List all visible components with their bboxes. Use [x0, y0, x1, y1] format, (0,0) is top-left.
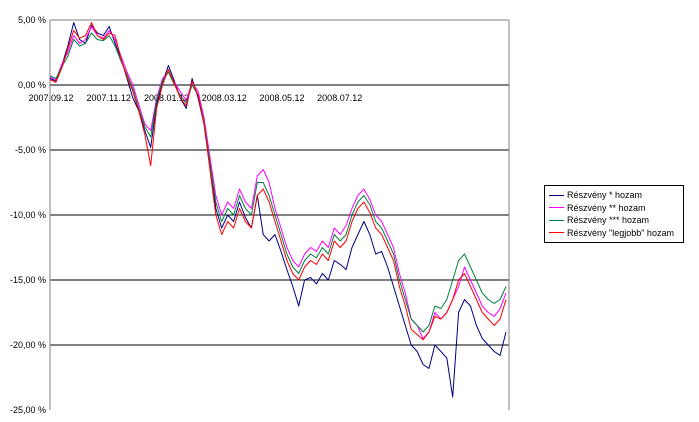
legend-item-3: Részvény *** hozam: [549, 214, 683, 227]
series-line-2: [49, 26, 507, 339]
legend-item-4: Részvény "legjobb" hozam: [549, 227, 683, 240]
y-tick-label: -25,00 %: [10, 405, 46, 415]
series-lines: [49, 22, 507, 398]
x-tick-label: 2007.11.12: [87, 93, 131, 103]
gridlines: [50, 19, 509, 346]
series-line-3: [49, 32, 507, 333]
y-tick-label: 5,00 %: [18, 15, 46, 25]
x-tick-label: 2008.01.12: [144, 93, 189, 103]
y-tick-label: 0,00 %: [18, 80, 46, 90]
legend-swatch: [549, 232, 564, 234]
legend-label: Részvény *** hozam: [567, 215, 650, 226]
x-tick-label: 2007.09.12: [28, 93, 73, 103]
x-tick-label: 2008.07.12: [317, 93, 362, 103]
y-tick-label: -5,00 %: [15, 145, 46, 155]
y-tick-label: -20,00 %: [10, 340, 46, 350]
legend-label: Részvény "legjobb" hozam: [567, 227, 674, 238]
legend-swatch: [549, 194, 564, 196]
x-tick-label: 2008.03.12: [202, 93, 247, 103]
legend-label: Részvény ** hozam: [567, 202, 646, 213]
legend-swatch: [549, 219, 564, 221]
y-tick-labels: 5,00 % 0,00 % -5,00 % -10,00 % -15,00 % -20,0…: [10, 15, 46, 415]
y-tick-label: -15,00 %: [10, 275, 46, 285]
series-line-4: [49, 22, 507, 341]
legend-label: Részvény * hozam: [567, 190, 643, 201]
legend: Részvény * hozam Részvény ** hozam Részvén…: [544, 185, 684, 243]
y-tick-label: -10,00 %: [10, 210, 46, 220]
series-line-1: [49, 22, 507, 398]
legend-item-1: Részvény * hozam: [549, 189, 683, 202]
legend-swatch: [549, 207, 564, 209]
x-tick-label: 2008.05.12: [259, 93, 304, 103]
x-tick-labels: 2007.09.12 2007.11.12 2008.01.12 2008.03.12…: [28, 93, 362, 103]
legend-item-2: Részvény ** hozam: [549, 202, 683, 215]
